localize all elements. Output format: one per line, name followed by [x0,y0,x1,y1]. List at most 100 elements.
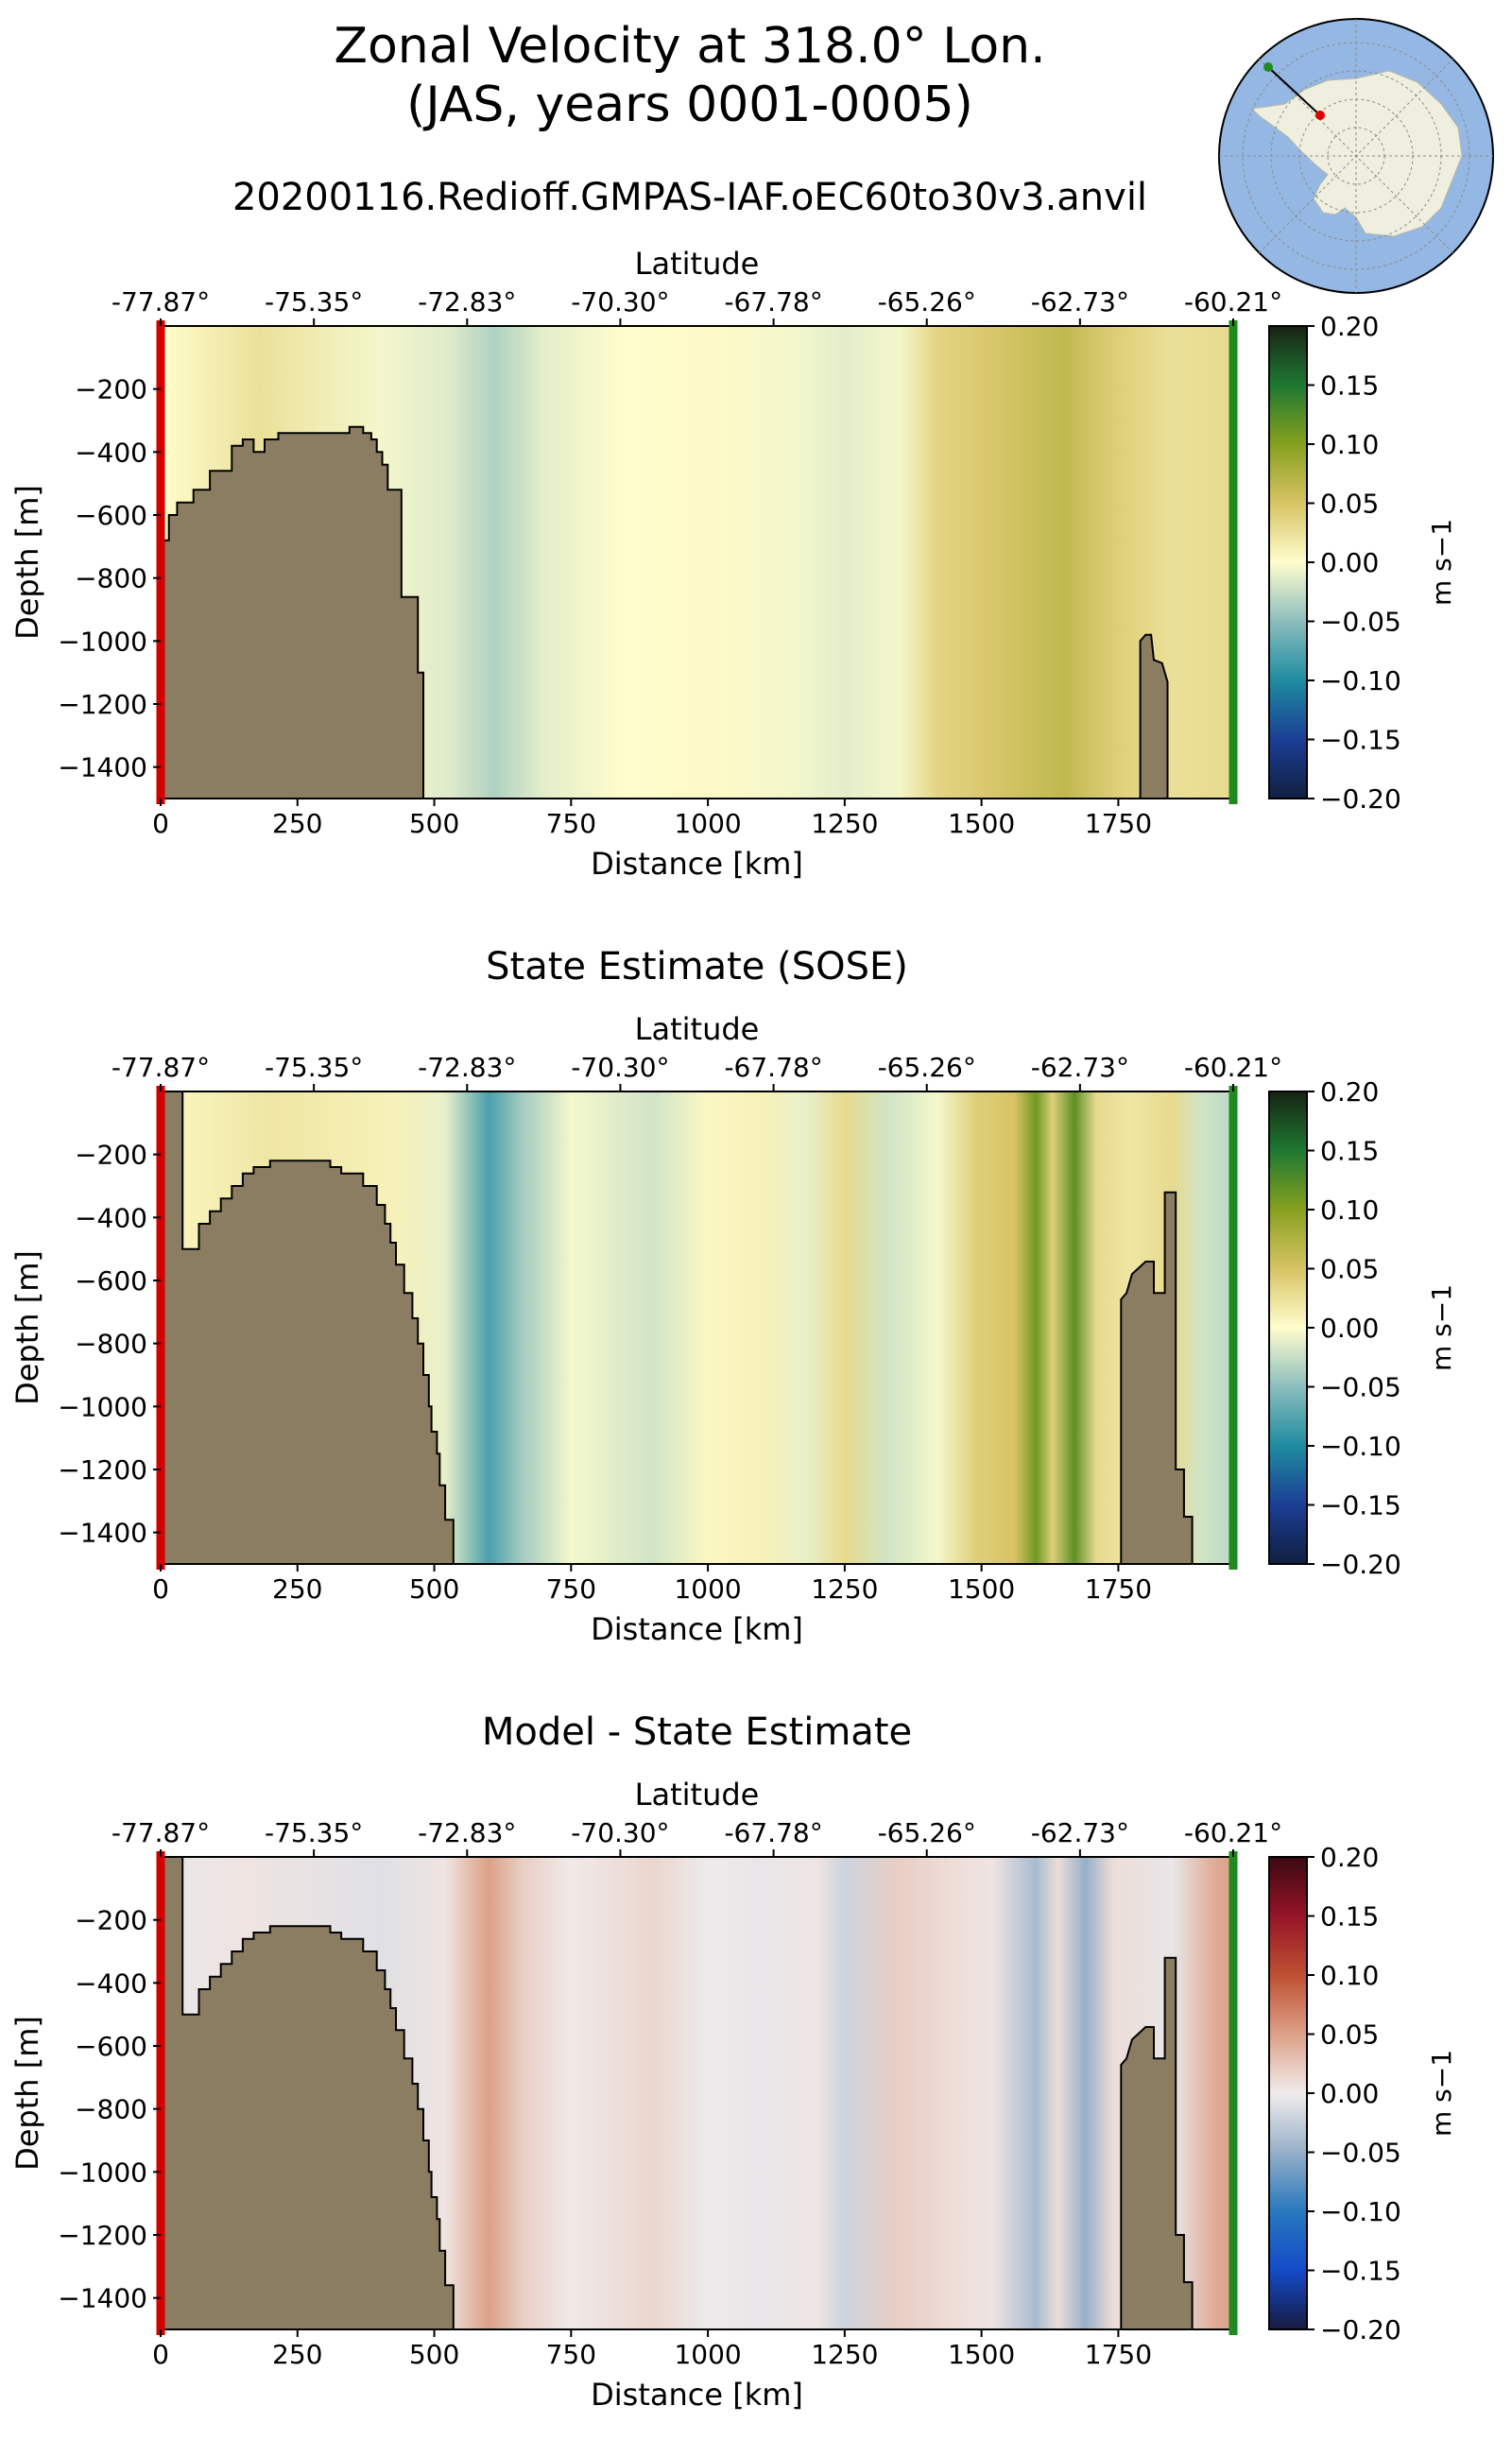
colorbar-tick-label: 0.10 [1320,1960,1379,1991]
colorbar-tick-label: 0.20 [1320,1076,1379,1108]
y-axis-label: Depth [m] [9,485,45,640]
colorbar-tick-label: 0.05 [1320,489,1379,520]
map-graticule [1219,19,1493,293]
y-tick-label: −600 [75,1265,147,1297]
y-tick-label: −800 [75,1329,147,1360]
lat-tick-label: -72.83° [418,1817,516,1848]
colorbar-tick-label: 0.05 [1320,1254,1379,1285]
x-axis-label: Distance [km] [591,2377,803,2413]
colorbar-tick-label: 0.15 [1320,370,1379,402]
y-tick-label: −800 [75,2094,147,2125]
figure-title-block: Zonal Velocity at 318.0° Lon. (JAS, year… [0,17,1380,134]
x-tick-label: 1250 [811,808,878,839]
y-axis-label: Depth [m] [9,2016,45,2171]
y-tick-label: −600 [75,2031,147,2062]
y-tick-label: −400 [75,437,147,468]
colorbar-tick-label: −0.15 [1320,1490,1401,1521]
seafloor-left [160,425,424,799]
y-tick-label: −1400 [58,752,147,783]
lat-tick-label: -62.73° [1031,1052,1129,1083]
seafloor-left [160,1091,455,1565]
x-tick-label: 250 [272,808,322,839]
lat-tick-label: -72.83° [418,286,516,318]
colorbar-tick-label: 0.00 [1320,2078,1379,2109]
panel-model: 0 250 500 750 1000 1250 1500 1750 Distance [km] −… [0,180,1512,917]
colorbar-tick-label: 0.20 [1320,1842,1379,1873]
lat-tick-label: -60.21° [1184,1052,1282,1083]
x-tick-label: 250 [272,1573,322,1605]
y-tick-label: −200 [75,1140,147,1171]
colorbar-tick-label: 0.00 [1320,547,1379,578]
panel-sose-title: State Estimate (SOSE) [486,945,908,988]
lat-tick-label: -77.87° [112,1052,210,1083]
top-axis-label: Latitude [635,1011,760,1047]
seafloor-left [160,1856,455,2330]
seafloor-right [1139,633,1169,799]
seafloor-right [1120,1956,1194,2330]
lat-tick-label: -67.78° [724,286,822,318]
top-axis-label: Latitude [635,246,760,282]
lat-tick-label: -70.30° [571,286,669,318]
x-tick-label: 1000 [674,1573,741,1605]
x-tick-label: 500 [409,1573,459,1605]
lat-tick-label: -70.30° [571,1817,669,1848]
colorbar-label: m s−1 [1426,2050,1457,2137]
x-tick-label: 1500 [948,1573,1015,1605]
lat-tick-label: -77.87° [112,286,210,318]
lat-tick-label: -75.35° [265,1817,363,1848]
y-tick-label: −1000 [58,626,147,657]
colorbar-tick-label: −0.15 [1320,2256,1401,2287]
colorbar-tick-label: −0.10 [1320,665,1401,696]
x-tick-label: 1500 [948,2339,1015,2370]
figure-title: Zonal Velocity at 318.0° Lon. (JAS, year… [334,18,1046,133]
colorbar-tick-label: 0.10 [1320,1194,1379,1226]
y-tick-label: −600 [75,500,147,531]
panel-model-plot: 0 250 500 750 1000 1250 1500 1750 Distance [km] −… [9,246,1457,882]
y-tick-label: −1400 [58,2283,147,2314]
y-tick-label: −1000 [58,2156,147,2188]
lat-tick-label: -67.78° [724,1817,822,1848]
colorbar [1268,325,1308,799]
lat-tick-label: -75.35° [265,1052,363,1083]
panel-sose: 0 250 500 750 1000 1250 1500 1750 Distance [km] −… [0,945,1512,1682]
x-axis-label: Distance [km] [591,1611,803,1647]
y-tick-label: −400 [75,1967,147,1999]
colorbar-tick-label: −0.10 [1320,1431,1401,1462]
y-tick-label: −1200 [58,1454,147,1486]
x-tick-label: 750 [546,2339,596,2370]
x-tick-label: 0 [152,808,169,839]
colorbar-tick-label: 0.15 [1320,1901,1379,1933]
panel-sose-plot: 0 250 500 750 1000 1250 1500 1750 Distance [km] −… [9,1011,1457,1647]
top-axis-label: Latitude [635,1777,760,1813]
lat-tick-label: -62.73° [1031,286,1129,318]
x-tick-label: 1750 [1085,2339,1152,2370]
lat-tick-label: -65.26° [878,286,976,318]
y-tick-label: −1400 [58,1518,147,1549]
colorbar-tick-label: 0.15 [1320,1136,1379,1167]
lat-tick-label: -60.21° [1184,286,1282,318]
panel-diff-title: Model - State Estimate [481,1710,913,1754]
lat-tick-label: -72.83° [418,1052,516,1083]
transect-start-marker [1315,111,1325,120]
run-name: 20200116.Redioff.GMPAS-IAF.oEC60to30v3.a… [232,176,1148,219]
seafloor-right [1120,1191,1194,1565]
colorbar-label: m s−1 [1426,519,1457,606]
colorbar-tick-label: −0.20 [1320,1549,1401,1580]
x-tick-label: 0 [152,2339,169,2370]
y-tick-label: −1000 [58,1391,147,1422]
x-axis-label: Distance [km] [591,846,803,882]
x-tick-label: 1000 [674,808,741,839]
colorbar-tick-label: 0.20 [1320,311,1379,342]
colorbar-tick-label: −0.10 [1320,2196,1401,2227]
colorbar-tick-label: 0.00 [1320,1313,1379,1344]
transect-line [1267,66,1321,116]
lat-tick-label: -60.21° [1184,1817,1282,1848]
x-tick-label: 1250 [811,1573,878,1605]
y-axis-label: Depth [m] [9,1250,45,1405]
x-tick-label: 1750 [1085,808,1152,839]
x-tick-label: 1000 [674,2339,741,2370]
x-tick-label: 1250 [811,2339,878,2370]
lat-tick-label: -77.87° [112,1817,210,1848]
colorbar-tick-label: −0.20 [1320,783,1401,815]
x-tick-label: 500 [409,2339,459,2370]
